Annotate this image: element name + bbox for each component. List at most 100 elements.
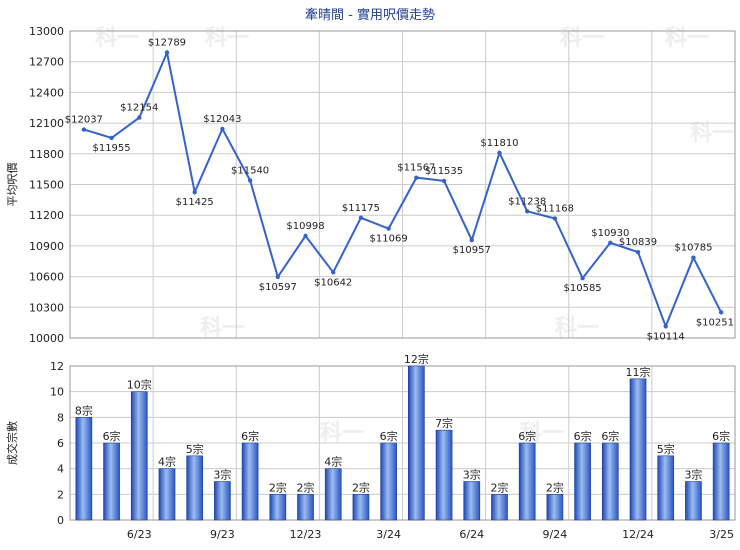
watermark-text: 科一 <box>205 26 249 51</box>
price-point <box>691 255 696 260</box>
volume-y-tick: 10 <box>50 386 64 399</box>
price-point <box>358 215 364 220</box>
price-point <box>137 115 142 120</box>
volume-bar-label: 5宗 <box>186 442 204 456</box>
price-data-label: $11535 <box>425 166 463 177</box>
price-point <box>303 233 308 239</box>
price-point <box>441 178 447 184</box>
volume-bar-label: 2宗 <box>297 480 315 494</box>
volume-x-tick: 9/24 <box>543 528 568 541</box>
price-point <box>414 175 419 180</box>
volume-y-tick: 12 <box>50 360 64 373</box>
watermark-text: 科一 <box>690 121 734 146</box>
price-point <box>635 249 641 255</box>
volume-y-tick: 4 <box>57 463 64 476</box>
price-y-tick: 12400 <box>29 86 64 99</box>
watermark-text: 科一 <box>555 316 599 341</box>
price-data-label: $10998 <box>286 221 324 232</box>
volume-bar <box>601 442 619 521</box>
price-point <box>608 240 613 246</box>
volume-bar-label: 3宗 <box>463 468 481 482</box>
volume-bar-label: 5宗 <box>657 442 675 456</box>
price-data-label: $10785 <box>674 243 712 254</box>
price-y-tick: 10900 <box>29 240 64 253</box>
watermark-text: 科一 <box>560 26 604 51</box>
volume-bar-label: 2宗 <box>546 480 564 494</box>
price-plot-frame <box>69 30 736 339</box>
price-data-label: $12789 <box>148 38 186 49</box>
volume-x-tick: 3/24 <box>376 528 401 541</box>
volume-bar <box>75 417 93 521</box>
price-point <box>718 310 724 315</box>
price-point <box>275 274 281 280</box>
volume-bar <box>380 442 397 521</box>
price-point <box>469 237 474 243</box>
volume-bar <box>574 442 591 521</box>
volume-bar-label: 6宗 <box>574 429 592 443</box>
volume-bar-label: 6宗 <box>601 429 619 443</box>
price-data-label: $12043 <box>203 114 241 125</box>
price-point <box>220 126 225 132</box>
price-series-line <box>83 49 722 330</box>
volume-bar <box>685 481 702 521</box>
price-data-label: $11175 <box>342 203 380 214</box>
volume-x-tick: 6/23 <box>127 528 152 541</box>
watermark-text: 科一 <box>665 26 709 51</box>
price-data-label: $11540 <box>231 165 269 176</box>
price-data-label: $11425 <box>176 197 214 208</box>
volume-bar-label: 7宗 <box>435 416 453 430</box>
volume-bar-label: 3宗 <box>213 468 231 482</box>
price-y-tick: 10000 <box>29 332 64 345</box>
volume-bar <box>657 455 675 521</box>
volume-bar-label: 6宗 <box>518 429 536 443</box>
volume-bar <box>712 442 730 521</box>
price-data-label: $11238 <box>508 196 546 207</box>
price-data-label: $10957 <box>453 245 491 256</box>
volume-y-tick: 6 <box>57 437 64 450</box>
volume-bar <box>463 481 481 521</box>
price-y-tick: 10300 <box>29 301 64 314</box>
volume-bar-label: 4宗 <box>324 455 342 469</box>
price-data-label: $11567 <box>397 163 435 174</box>
volume-y-axis-label: 成交宗數 <box>5 421 19 465</box>
volume-bar-label: 6宗 <box>241 429 259 443</box>
price-point <box>663 324 668 329</box>
volume-plot-frame <box>69 365 736 521</box>
volume-bar-label: 6宗 <box>712 429 730 443</box>
volume-bar-label: 3宗 <box>684 468 702 482</box>
price-y-tick: 11200 <box>29 209 64 222</box>
watermark-text: 科一 <box>200 316 244 341</box>
price-data-label: $10114 <box>647 331 685 342</box>
price-data-label: $10839 <box>619 237 657 248</box>
volume-bar <box>130 391 148 521</box>
volume-y-tick: 0 <box>57 514 64 527</box>
price-point <box>164 50 170 55</box>
volume-bar-label: 2宗 <box>490 480 508 494</box>
volume-bar <box>269 494 287 521</box>
volume-bar <box>214 481 231 521</box>
price-point <box>331 270 336 275</box>
volume-bar-label: 10宗 <box>127 378 152 392</box>
price-data-label: $11810 <box>480 138 518 149</box>
price-y-axis-label: 平均呎價 <box>5 163 19 207</box>
price-data-label: $10642 <box>314 277 352 288</box>
volume-bar-label: 2宗 <box>269 480 287 494</box>
price-point <box>109 135 114 141</box>
volume-bar-label: 11宗 <box>626 365 651 379</box>
price-data-label: $11168 <box>536 203 574 214</box>
price-y-tick: 12100 <box>29 117 64 130</box>
price-data-label: $12037 <box>65 115 103 126</box>
volume-y-tick: 2 <box>57 488 64 501</box>
volume-bar <box>352 494 370 521</box>
price-point <box>247 178 253 183</box>
price-y-tick: 12700 <box>29 56 64 69</box>
price-point <box>524 209 530 214</box>
price-point <box>580 275 585 281</box>
volume-x-tick: 3/25 <box>709 528 734 541</box>
volume-bar <box>491 494 508 521</box>
volume-bar <box>324 468 342 521</box>
price-y-tick: 11500 <box>29 179 64 192</box>
watermark-text: 科一 <box>520 421 564 446</box>
watermark-text: 科一 <box>95 26 139 51</box>
